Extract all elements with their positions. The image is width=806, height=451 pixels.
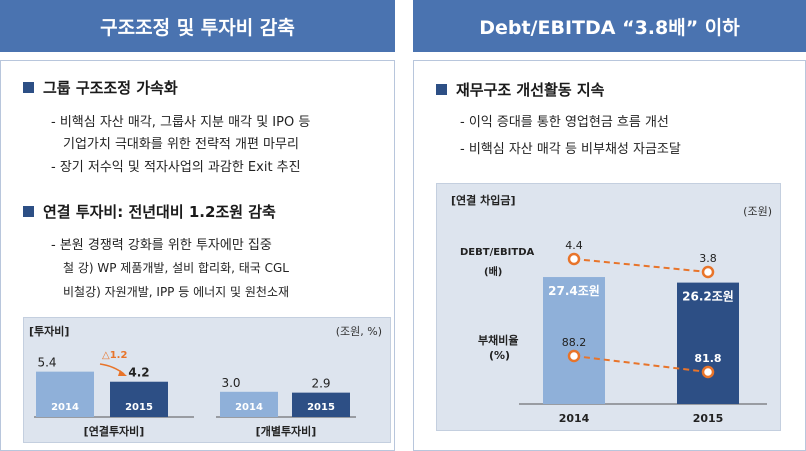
bar-year-label: 2015 <box>307 402 335 413</box>
bullet-financial: 재무구조 개선활동 지속 <box>436 79 604 100</box>
restructure-line-1: - 비핵심 자산 매각, 그룹사 지분 매각 및 IPO 등 <box>51 115 311 130</box>
investment-chart-title: [투자비] <box>29 325 70 338</box>
debt-chart-title: [연결 차입금] <box>451 194 516 207</box>
trend-line-0 <box>573 258 709 273</box>
bar-value-label: 4.2 <box>128 366 149 380</box>
financial-line-1: - 이익 증대를 통한 영업현금 흐름 개선 <box>460 115 669 130</box>
bar-2014 <box>36 371 94 417</box>
right-body: 재무구조 개선활동 지속 - 이익 증대를 통한 영업현금 흐름 개선 - 비핵… <box>413 60 806 451</box>
trend-line-1 <box>573 355 709 373</box>
financial-heading: 재무구조 개선활동 지속 <box>456 81 605 99</box>
bar-value-label: 2.9 <box>311 377 330 391</box>
bullet-restructure: 그룹 구조조정 가속화 <box>23 77 178 98</box>
left-body: 그룹 구조조정 가속화 - 비핵심 자산 매각, 그룹사 지분 매각 및 IPO… <box>0 60 395 451</box>
right-panel: Debt/EBITDA “3.8배” 이하 재무구조 개선활동 지속 - 이익 … <box>413 0 806 451</box>
bar-2015 <box>110 381 168 417</box>
reduction-arrowhead <box>118 370 127 376</box>
bar-year-label: 2015 <box>125 402 153 413</box>
bar-2015 <box>292 392 350 417</box>
investment-heading: 연결 투자비: 전년대비 1.2조원 감축 <box>43 203 276 221</box>
trend-point <box>701 365 715 379</box>
investment-chart-svg: 2014 5.4 2015 4.2 [연결투자비] 2014 3.0 2015 2.9 [개별투자… <box>34 350 356 438</box>
bar-2015 <box>677 282 739 404</box>
group-xlabel: [연결투자비] <box>84 424 145 438</box>
investment-line-3: 비철강) 자원개발, IPP 등 에너지 및 원천소재 <box>63 285 290 299</box>
left-panel: 구조조정 및 투자비 감축 그룹 구조조정 가속화 - 비핵심 자산 매각, 그… <box>0 0 395 451</box>
left-header: 구조조정 및 투자비 감축 <box>0 0 395 52</box>
trend-point <box>701 265 715 279</box>
investment-line-1: - 본원 경쟁력 강화를 위한 투자에만 집중 <box>51 238 272 253</box>
trend-value-label: 81.8 <box>694 352 721 365</box>
bar-year-label: 2015 <box>693 412 724 425</box>
debt-ratio-label: 부채비율 <box>478 334 519 347</box>
bar-value-label: 3.0 <box>221 376 240 390</box>
square-bullet-icon <box>436 84 447 95</box>
debt-ebitda-unit-label: (배) <box>484 267 503 278</box>
bar-value-label: 26.2조원 <box>682 290 734 304</box>
debt-chart-svg: 27.4조원 2014 26.2조원 2015 4.4 3.8 88.2 81.8 <box>519 239 767 425</box>
trend-value-label: 4.4 <box>565 239 583 252</box>
trend-point <box>567 252 581 266</box>
reduction-annotation: △1.2 <box>102 350 127 361</box>
bar-year-label: 2014 <box>235 402 263 413</box>
bullet-investment: 연결 투자비: 전년대비 1.2조원 감축 <box>23 201 276 222</box>
investment-chart: [투자비] (조원, %) 2014 5.4 2015 4.2 [연결투자비] 2014 3… <box>23 317 391 443</box>
trend-point <box>567 349 581 363</box>
bar-2014 <box>543 277 605 404</box>
debt-ebitda-label: DEBT/EBITDA <box>460 247 535 258</box>
bar-value-label: 27.4조원 <box>548 284 600 298</box>
investment-line-2: 철 강) WP 제품개발, 설비 합리화, 태국 CGL <box>63 261 289 275</box>
bar-year-label: 2014 <box>51 402 79 413</box>
restructure-line-2: 기업가치 극대화를 위한 전략적 개편 마무리 <box>63 137 299 152</box>
debt-ratio-unit-label: (%) <box>489 349 511 362</box>
debt-chart: [연결 차입금] (조원) DEBT/EBITDA (배) 부채비율 (%) 2… <box>436 183 781 431</box>
restructure-heading: 그룹 구조조정 가속화 <box>43 79 178 97</box>
debt-chart-unit: (조원) <box>743 205 772 218</box>
right-header: Debt/EBITDA “3.8배” 이하 <box>413 0 806 52</box>
square-bullet-icon <box>23 206 34 217</box>
trend-value-label: 88.2 <box>562 336 587 349</box>
financial-line-2: - 비핵심 자산 매각 등 비부채성 자금조달 <box>460 142 681 157</box>
restructure-line-3: - 장기 저수익 및 적자사업의 과감한 Exit 추진 <box>51 160 301 175</box>
square-bullet-icon <box>23 82 34 93</box>
bar-year-label: 2014 <box>559 412 590 425</box>
group-xlabel: [개별투자비] <box>256 424 317 438</box>
bar-2014 <box>220 391 278 417</box>
investment-chart-unit: (조원, %) <box>335 325 382 338</box>
trend-value-label: 3.8 <box>699 252 717 265</box>
bar-value-label: 5.4 <box>37 356 56 370</box>
